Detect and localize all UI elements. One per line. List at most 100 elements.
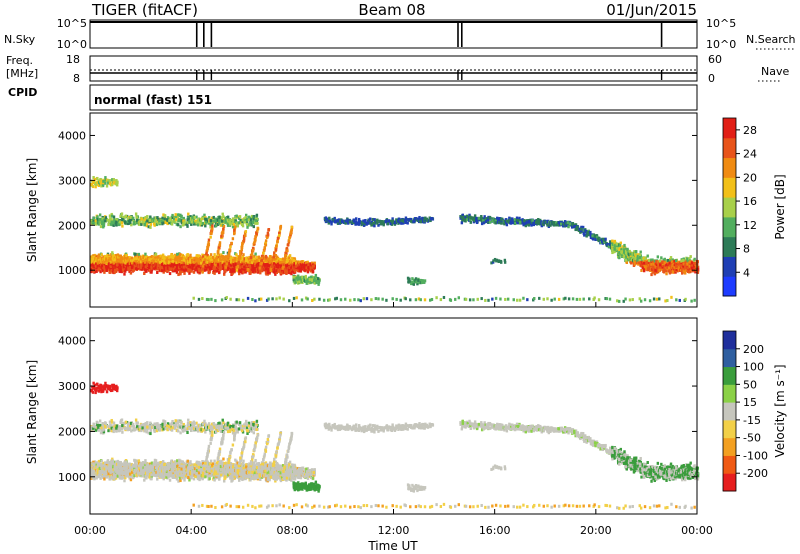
power-cell <box>162 270 165 274</box>
power-cell <box>144 215 147 219</box>
power-cell <box>90 261 93 265</box>
power-cell <box>92 216 96 220</box>
power-cell <box>255 213 259 217</box>
power-cell <box>97 258 101 262</box>
power-cell <box>233 228 236 232</box>
power-cell <box>239 270 242 274</box>
power-cell <box>129 215 133 219</box>
power-cell <box>150 266 153 270</box>
power-cell <box>168 256 171 260</box>
power-cell <box>281 257 285 261</box>
power-cell <box>133 267 136 271</box>
power-cell <box>98 213 102 217</box>
power-cell <box>283 257 287 261</box>
power-cell <box>196 270 200 274</box>
power-cell <box>207 219 211 223</box>
power-cell <box>253 265 256 269</box>
power-cell <box>260 269 264 273</box>
power-cell <box>166 260 169 264</box>
power-cell <box>270 264 274 268</box>
power-cell <box>286 243 290 247</box>
power-cell <box>179 272 182 276</box>
power-cell <box>288 261 291 265</box>
power-cell <box>140 217 144 221</box>
power-cell <box>186 220 190 224</box>
power-cell <box>279 227 282 231</box>
power-cell <box>176 215 180 219</box>
power-cell <box>233 232 236 236</box>
power-cell <box>273 251 276 255</box>
power-cell <box>206 254 209 258</box>
power-cell <box>325 217 328 221</box>
freq-dropouts <box>196 70 663 80</box>
power-cell <box>201 267 205 271</box>
power-cell <box>219 258 223 262</box>
power-cell <box>113 270 116 274</box>
power-cell <box>228 249 231 253</box>
power-cell <box>112 254 115 258</box>
power-cell <box>264 241 267 245</box>
power-cell <box>135 216 139 220</box>
power-cell <box>103 270 106 274</box>
power-cell <box>105 258 108 262</box>
power-cell <box>219 264 223 268</box>
power-cell <box>306 268 310 272</box>
power-cell <box>255 221 258 225</box>
power-cell <box>239 252 242 256</box>
power-cell <box>111 214 114 218</box>
power-cell <box>206 260 209 264</box>
power-cell <box>148 260 152 264</box>
power-cell <box>222 219 226 223</box>
power-cell <box>102 219 105 223</box>
power-cell <box>172 256 175 260</box>
power-cell <box>147 225 150 229</box>
power-cell <box>183 269 186 273</box>
power-cell <box>211 227 214 231</box>
power-cell <box>158 219 161 223</box>
power-cell <box>183 221 186 225</box>
power-cell <box>279 257 282 261</box>
power-cell <box>148 262 151 266</box>
power-cell <box>229 245 232 249</box>
power-cell <box>110 254 114 258</box>
power-cell <box>198 222 202 226</box>
power-cell <box>213 266 216 270</box>
power-cell <box>120 260 123 264</box>
power-cell <box>188 255 192 259</box>
cpid-label: CPID <box>8 86 37 99</box>
power-cell <box>315 281 318 285</box>
power-cell <box>95 269 98 273</box>
power-cell <box>330 220 333 224</box>
power-cell <box>149 266 152 270</box>
power-cell <box>168 265 171 269</box>
power-cell <box>222 263 225 267</box>
power-cell <box>104 216 108 220</box>
power-cell <box>288 254 292 258</box>
power-cell <box>235 222 238 226</box>
power-cell <box>254 264 257 268</box>
power-cell <box>142 219 146 223</box>
power-cell <box>352 221 356 225</box>
power-cell <box>138 222 142 226</box>
power-cell <box>279 225 282 229</box>
power-cell <box>294 278 297 282</box>
power-cell <box>161 218 164 222</box>
power-cell <box>139 256 143 260</box>
power-cell <box>98 266 102 270</box>
power-cell <box>252 257 255 261</box>
power-cell <box>173 216 176 220</box>
power-cell <box>245 258 248 262</box>
power-cell <box>230 241 233 245</box>
power-cell <box>108 218 111 222</box>
power-cell <box>205 267 209 271</box>
power-cell <box>112 261 115 265</box>
power-cell <box>264 267 268 271</box>
power-cell <box>249 255 253 259</box>
power-cell <box>176 223 180 227</box>
power-cell <box>251 246 255 250</box>
power-cell <box>124 269 127 273</box>
power-cell <box>224 265 227 269</box>
power-cell <box>193 215 196 219</box>
power-cell <box>174 258 177 262</box>
power-cell <box>245 219 248 223</box>
